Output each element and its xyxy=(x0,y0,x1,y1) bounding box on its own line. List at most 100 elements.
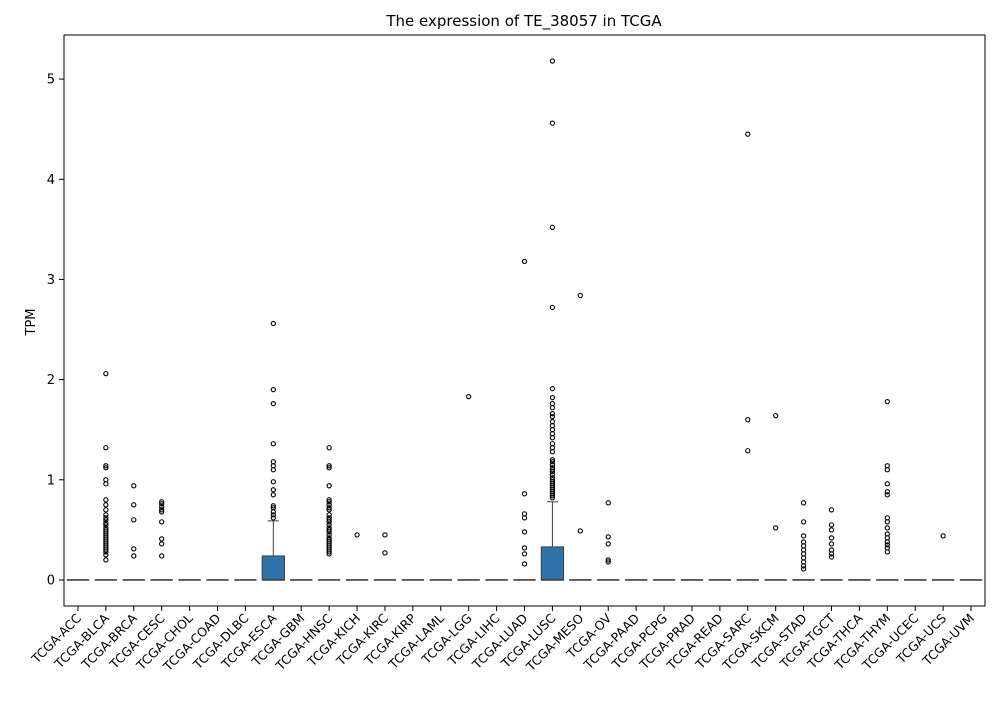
outlier-point xyxy=(131,483,137,489)
outlier-point xyxy=(605,559,611,565)
outlier-point xyxy=(521,258,528,265)
outlier-point xyxy=(549,58,556,64)
outlier-point xyxy=(577,528,583,534)
outlier-point xyxy=(884,539,890,545)
outlier-point xyxy=(103,512,109,518)
outlier-point xyxy=(605,500,611,506)
outlier-point xyxy=(521,561,528,567)
outlier-point xyxy=(270,479,276,485)
outlier-point xyxy=(270,512,276,518)
outlier-point xyxy=(605,534,611,540)
y-tick-label: 5 xyxy=(47,73,55,88)
outlier-point xyxy=(884,481,890,487)
outlier-point xyxy=(159,499,165,505)
outlier-point xyxy=(828,527,835,533)
outlier-point xyxy=(745,417,751,423)
box-group-tcga-sarc xyxy=(736,131,759,581)
outlier-point xyxy=(326,529,332,535)
outlier-point xyxy=(159,519,165,525)
outlier-point xyxy=(159,536,165,542)
box-group-tcga-skcm xyxy=(764,413,787,581)
outlier-point xyxy=(326,499,332,505)
outlier-point xyxy=(773,525,779,531)
outlier-point xyxy=(549,495,556,501)
box xyxy=(261,555,285,581)
outlier-point xyxy=(103,549,109,555)
outlier-point xyxy=(549,457,556,463)
outlier-point xyxy=(745,131,751,137)
outlier-point xyxy=(884,398,890,405)
outlier-point xyxy=(549,411,556,417)
outlier-point xyxy=(103,497,109,503)
box-group-tcga-brca xyxy=(122,483,145,581)
outlier-point xyxy=(270,320,276,327)
outlier-point xyxy=(131,553,137,559)
outlier-point xyxy=(326,507,332,513)
outlier-point xyxy=(326,497,332,503)
outlier-point xyxy=(884,519,890,525)
outlier-point xyxy=(159,507,165,513)
outlier-point xyxy=(773,413,779,419)
outlier-point xyxy=(549,472,556,478)
outlier-point xyxy=(159,509,165,515)
box-group-tcga-hnsc xyxy=(317,445,341,581)
outlier-point xyxy=(326,512,332,518)
outlier-point xyxy=(940,533,946,539)
outlier-point xyxy=(884,492,890,498)
outlier-point xyxy=(549,385,556,392)
outlier-point xyxy=(828,535,835,541)
outlier-point xyxy=(828,551,835,557)
outlier-point xyxy=(521,529,528,535)
box-group-tcga-kich xyxy=(345,532,369,581)
outlier-point xyxy=(270,503,276,509)
outlier-point xyxy=(103,445,109,451)
outlier-point xyxy=(159,553,165,559)
box-group-tcga-lgg xyxy=(457,393,480,581)
outlier-point xyxy=(828,554,835,560)
outlier-point xyxy=(549,405,556,411)
outlier-point xyxy=(549,224,556,230)
outlier-point xyxy=(270,386,276,393)
outlier-point xyxy=(159,541,165,547)
outlier-point xyxy=(270,515,276,521)
outlier-point xyxy=(884,525,890,531)
outlier-point xyxy=(549,493,556,499)
outlier-point xyxy=(884,542,890,548)
y-tick-label: 4 xyxy=(47,173,55,188)
y-tick-label: 3 xyxy=(47,273,55,288)
outlier-point xyxy=(270,467,276,473)
outlier-point xyxy=(884,467,890,473)
outlier-point xyxy=(884,489,890,495)
box-group-tcga-ucs xyxy=(931,533,955,581)
outlier-point xyxy=(521,515,528,521)
outlier-point xyxy=(326,505,332,511)
plot-frame xyxy=(63,34,986,607)
outlier-point xyxy=(326,549,332,555)
box-group-tcga-luad xyxy=(513,258,536,581)
outlier-point xyxy=(745,448,751,454)
outlier-point xyxy=(270,487,276,493)
outlier-point xyxy=(354,532,360,538)
outlier-point xyxy=(800,563,807,569)
outlier-point xyxy=(131,517,137,523)
outlier-point xyxy=(159,504,165,510)
y-tick-label: 2 xyxy=(47,373,55,388)
outlier-point xyxy=(521,491,528,497)
outlier-point xyxy=(828,522,835,528)
outlier-point xyxy=(326,517,332,523)
outlier-point xyxy=(270,492,276,498)
box-group-tcga-blca xyxy=(94,370,118,581)
outlier-point xyxy=(326,502,332,508)
outlier-point xyxy=(605,541,611,547)
outlier-point xyxy=(382,532,388,538)
outlier-point xyxy=(800,533,807,539)
outlier-point xyxy=(326,551,332,557)
box-group-tcga-cesc xyxy=(150,499,173,581)
y-tick-label: 0 xyxy=(47,573,55,588)
outlier-point xyxy=(131,502,137,508)
outlier-point xyxy=(326,465,332,471)
outlier-point xyxy=(103,370,109,377)
box-group-tcga-ov xyxy=(597,500,620,581)
outlier-point xyxy=(549,414,556,420)
